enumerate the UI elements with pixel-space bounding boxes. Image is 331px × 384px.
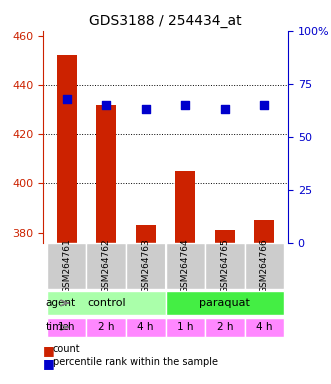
Text: paraquat: paraquat [199,298,250,308]
Text: 1 h: 1 h [59,322,75,332]
FancyBboxPatch shape [205,318,245,337]
Title: GDS3188 / 254434_at: GDS3188 / 254434_at [89,14,242,28]
Bar [57,55,76,243]
Bar [255,220,274,243]
FancyBboxPatch shape [166,318,205,337]
FancyBboxPatch shape [47,243,86,289]
Text: ■: ■ [43,357,55,370]
Text: time: time [45,322,69,332]
Text: 2 h: 2 h [98,322,115,332]
Text: count: count [53,344,80,354]
Text: agent: agent [45,298,75,308]
Text: control: control [87,298,125,308]
FancyBboxPatch shape [126,243,166,289]
Bar [175,171,195,243]
Bar [215,230,235,243]
Point [104,102,109,108]
Text: GSM264761: GSM264761 [62,238,71,293]
Point [261,102,267,108]
FancyBboxPatch shape [245,243,284,289]
FancyBboxPatch shape [126,318,166,337]
Text: percentile rank within the sample: percentile rank within the sample [53,357,218,367]
Text: 4 h: 4 h [137,322,154,332]
FancyBboxPatch shape [166,291,284,315]
Point [64,96,70,102]
Point [143,106,148,112]
Text: ■: ■ [43,344,55,357]
Bar [96,104,116,243]
FancyBboxPatch shape [86,318,126,337]
FancyBboxPatch shape [166,243,205,289]
Text: GSM264762: GSM264762 [102,238,111,293]
FancyBboxPatch shape [47,318,86,337]
Text: GSM264764: GSM264764 [181,238,190,293]
FancyBboxPatch shape [47,291,166,315]
FancyBboxPatch shape [205,243,245,289]
Point [222,106,227,112]
Text: GSM264766: GSM264766 [260,238,269,293]
Text: 2 h: 2 h [216,322,233,332]
Text: 1 h: 1 h [177,322,194,332]
Text: GSM264765: GSM264765 [220,238,229,293]
Point [183,102,188,108]
Text: GSM264763: GSM264763 [141,238,150,293]
Bar [136,225,156,243]
FancyBboxPatch shape [245,318,284,337]
Text: 4 h: 4 h [256,322,272,332]
FancyBboxPatch shape [86,243,126,289]
